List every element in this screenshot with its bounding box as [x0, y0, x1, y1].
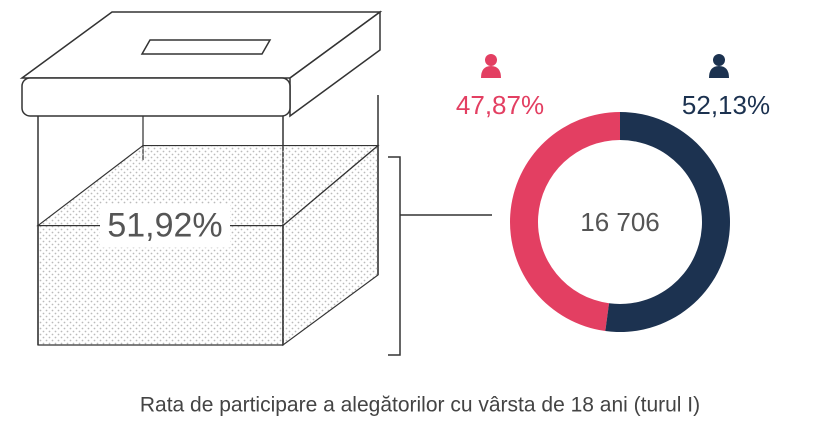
- center-label: 16 706: [580, 207, 660, 237]
- icon-head: [485, 54, 497, 66]
- chart: 51,92% Rata de participare a alegătorilo…: [0, 0, 839, 421]
- icon-body: [481, 66, 501, 78]
- lid-front: [22, 78, 290, 116]
- icon-body: [709, 66, 729, 78]
- female-icon: [481, 54, 501, 78]
- turnout-label: 51,92%: [107, 207, 222, 245]
- value-label: 52,13%: [682, 90, 770, 120]
- chart-title: Rata de participare a alegătorilor cu vâ…: [140, 394, 700, 417]
- male-icon: [709, 54, 729, 78]
- icon-head: [713, 54, 725, 66]
- slot: [142, 40, 270, 54]
- value-label: 47,87%: [456, 90, 544, 120]
- ballot-lid: [22, 12, 380, 116]
- page: 51,92% Rata de participare a alegătorilo…: [0, 0, 839, 421]
- bracket: [388, 157, 492, 355]
